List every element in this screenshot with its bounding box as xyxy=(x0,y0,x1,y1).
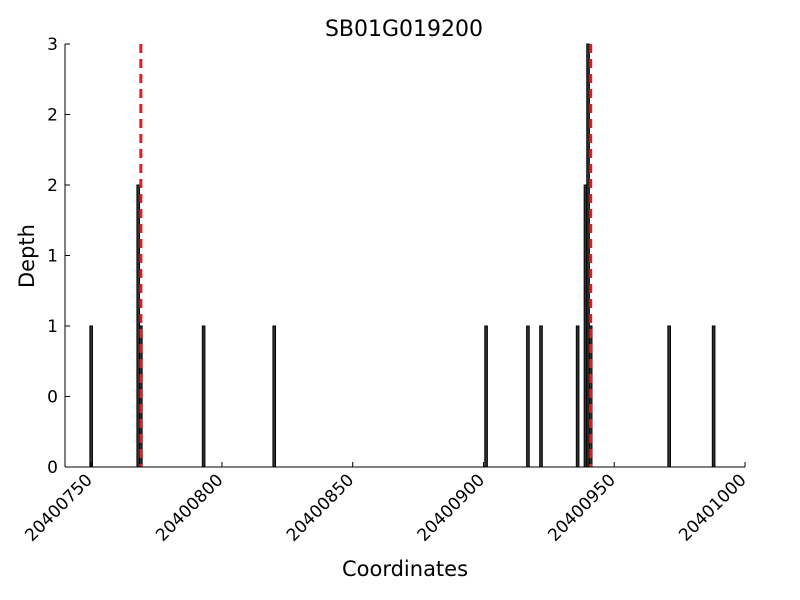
bar-13 xyxy=(711,325,716,468)
y-tick-label-6: 3 xyxy=(47,35,58,55)
x-ticks-group: 20400750 20400800 20400850 20400900 20400950… xyxy=(21,462,751,546)
x-tick-label-3: 20400900 xyxy=(414,470,489,545)
bar-4 xyxy=(272,325,277,468)
x-tick-label-0: 20400750 xyxy=(21,470,96,545)
bar-0 xyxy=(89,325,93,468)
bar-3 xyxy=(201,325,206,468)
bar-12 xyxy=(667,325,671,468)
chart-title: SB01G019200 xyxy=(325,17,483,42)
y-tick-label-3: 1 xyxy=(47,247,58,267)
x-tick-label-5: 20401000 xyxy=(675,470,750,545)
x-tick-label-1: 20400800 xyxy=(152,470,227,545)
bar-5 xyxy=(484,325,488,468)
x-tick-label-2: 20400850 xyxy=(283,470,358,545)
bar-6 xyxy=(526,325,530,468)
y-tick-label-1: 0 xyxy=(47,388,58,408)
bars-group xyxy=(89,43,716,468)
y-ticks-group: 0 0 1 1 2 2 3 xyxy=(47,35,70,478)
y-tick-label-0: 0 xyxy=(47,458,58,478)
x-tick-label-4: 20400950 xyxy=(544,470,619,545)
bar-7 xyxy=(539,325,543,468)
x-axis-label: Coordinates xyxy=(342,557,468,581)
y-tick-label-5: 2 xyxy=(47,106,58,126)
reference-lines-group xyxy=(139,44,593,467)
y-axis-label: Depth xyxy=(15,224,39,288)
y-tick-label-4: 2 xyxy=(47,176,58,196)
bar-8 xyxy=(575,325,580,468)
y-tick-label-2: 1 xyxy=(47,317,58,337)
